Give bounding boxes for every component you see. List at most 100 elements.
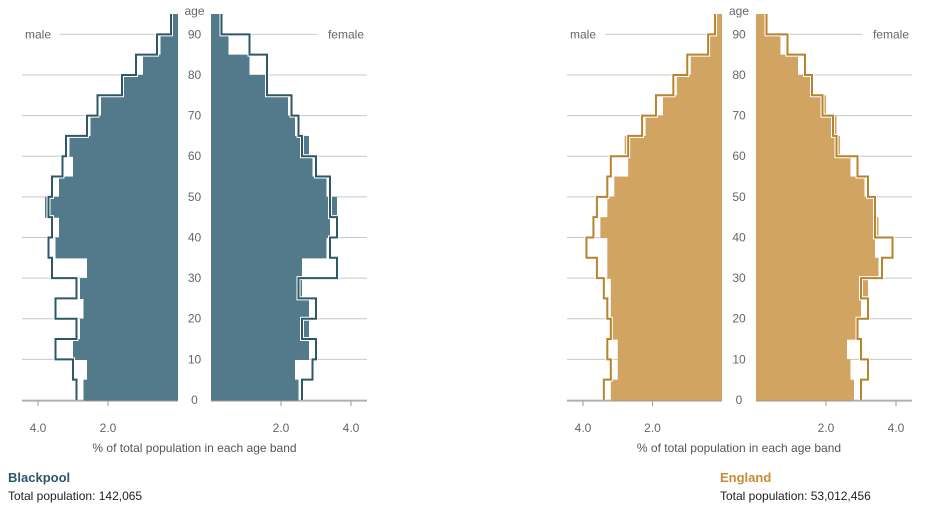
female-outline bbox=[220, 14, 338, 400]
age-label-bg bbox=[729, 149, 749, 163]
age-axis-label: age bbox=[729, 4, 749, 18]
female-label: female bbox=[873, 27, 909, 41]
age-tick-label: 50 bbox=[188, 190, 202, 204]
age-label-bg bbox=[184, 108, 205, 122]
age-tick-label: 70 bbox=[732, 109, 746, 123]
male-bar bbox=[617, 359, 722, 381]
age-label-bg bbox=[184, 230, 205, 244]
age-tick-label: 50 bbox=[732, 190, 746, 204]
male-bar bbox=[172, 14, 178, 35]
male-bar bbox=[69, 135, 178, 157]
male-bar bbox=[55, 237, 178, 259]
male-bar bbox=[80, 318, 178, 340]
male-bar bbox=[716, 14, 722, 35]
age-tick-label: 20 bbox=[188, 312, 202, 326]
female-bar bbox=[756, 74, 812, 96]
female-bar bbox=[756, 14, 767, 35]
male-bar bbox=[143, 54, 178, 76]
area-name: Blackpool bbox=[8, 470, 71, 485]
female-bar bbox=[211, 135, 309, 157]
age-tick-label: 30 bbox=[188, 271, 202, 285]
age-label-bg bbox=[729, 27, 749, 41]
age-label-bg bbox=[184, 27, 205, 41]
female-bar bbox=[756, 156, 851, 178]
female-label-bg bbox=[862, 26, 912, 42]
age-tick-label: 90 bbox=[732, 27, 746, 41]
x-tick-label: 4.0 bbox=[343, 421, 360, 435]
age-label-bg bbox=[729, 311, 749, 325]
female-bar bbox=[211, 54, 250, 76]
female-bar bbox=[211, 14, 222, 35]
x-tick-label: 2.0 bbox=[273, 421, 290, 435]
female-bar bbox=[756, 34, 781, 56]
female-bar bbox=[211, 379, 299, 401]
female-bar bbox=[211, 318, 309, 340]
male-bar bbox=[624, 135, 722, 157]
male-bar bbox=[80, 278, 178, 300]
male-bar bbox=[607, 237, 722, 259]
male-label: male bbox=[25, 27, 51, 41]
age-label-bg bbox=[184, 393, 205, 406]
age-label-bg bbox=[184, 311, 205, 325]
area-name: England bbox=[720, 470, 772, 485]
age-tick-label: 80 bbox=[732, 68, 746, 82]
age-tick-label: 0 bbox=[191, 393, 198, 407]
female-bar bbox=[211, 196, 337, 218]
female-bar bbox=[756, 95, 826, 117]
age-label-bg bbox=[184, 67, 205, 81]
male-label: male bbox=[570, 27, 596, 41]
age-tick-label: 30 bbox=[732, 271, 746, 285]
age-tick-label: 60 bbox=[732, 149, 746, 163]
age-label-bg bbox=[729, 189, 749, 203]
female-bar bbox=[211, 176, 327, 198]
female-outline bbox=[765, 14, 894, 400]
age-tick-label: 40 bbox=[732, 230, 746, 244]
age-tick-label: 90 bbox=[188, 27, 202, 41]
male-bar bbox=[87, 359, 178, 381]
female-bar bbox=[756, 278, 868, 300]
age-label-bg bbox=[729, 393, 749, 406]
male-bar bbox=[610, 298, 722, 320]
x-tick-label: 2.0 bbox=[100, 421, 117, 435]
male-bar bbox=[645, 115, 722, 137]
female-bar bbox=[756, 54, 798, 76]
female-bar bbox=[211, 115, 295, 137]
female-bar bbox=[756, 176, 865, 198]
male-bar bbox=[160, 34, 178, 56]
male-bar bbox=[610, 318, 722, 340]
female-bar bbox=[211, 156, 313, 178]
female-bar bbox=[756, 217, 879, 239]
female-bar bbox=[756, 237, 875, 259]
female-bar bbox=[756, 359, 851, 381]
female-bar bbox=[211, 217, 330, 239]
x-tick-label: 4.0 bbox=[575, 421, 592, 435]
age-tick-label: 10 bbox=[732, 352, 746, 366]
male-label-bg bbox=[567, 26, 605, 42]
age-label-bg bbox=[184, 189, 205, 203]
male-bar bbox=[45, 196, 178, 218]
female-bar bbox=[211, 257, 302, 279]
male-bar bbox=[59, 176, 178, 198]
male-bar bbox=[101, 95, 178, 117]
right-area-caption: England Total population: 53,012,456 bbox=[720, 470, 871, 503]
age-label-bg bbox=[184, 149, 205, 163]
male-outline bbox=[585, 14, 717, 400]
age-label-bg bbox=[729, 352, 749, 366]
age-tick-label: 70 bbox=[188, 109, 202, 123]
male-bar bbox=[607, 257, 722, 279]
male-bar bbox=[708, 34, 722, 56]
female-bar bbox=[756, 379, 854, 401]
age-tick-label: 80 bbox=[188, 68, 202, 82]
age-label-bg bbox=[184, 271, 205, 285]
male-bar bbox=[690, 54, 722, 76]
female-bar bbox=[211, 237, 327, 259]
x-tick-label: 4.0 bbox=[30, 421, 47, 435]
age-label-bg bbox=[729, 108, 749, 122]
age-axis-label: age bbox=[184, 4, 204, 18]
x-tick-label: 2.0 bbox=[818, 421, 835, 435]
x-tick-label: 2.0 bbox=[644, 421, 661, 435]
male-bar bbox=[662, 95, 722, 117]
male-bar bbox=[614, 176, 722, 198]
female-bar bbox=[756, 298, 861, 320]
